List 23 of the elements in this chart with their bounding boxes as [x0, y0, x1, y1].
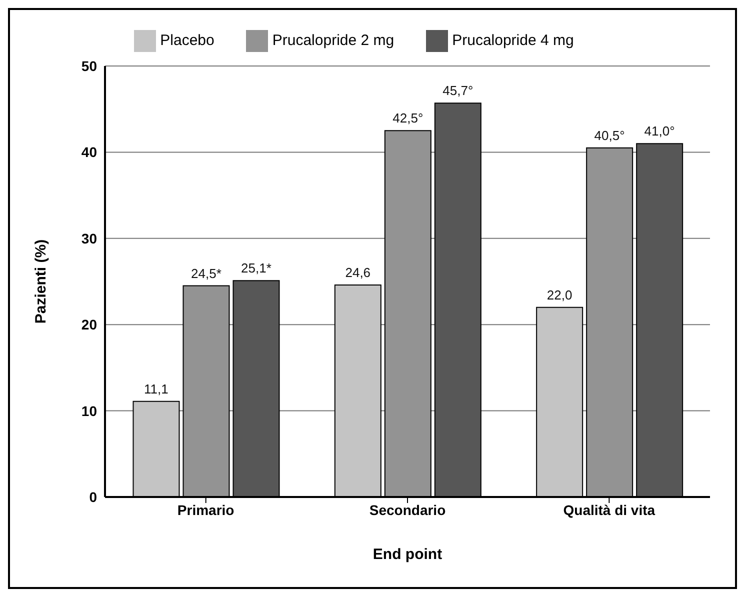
data-label: 41,0° — [644, 124, 675, 139]
y-tick-label: 30 — [81, 230, 98, 246]
y-tick-label: 50 — [81, 58, 98, 74]
y-tick-label: 0 — [89, 488, 98, 505]
x-tick-label: Qualità di vita — [563, 502, 656, 518]
y-tick-label: 40 — [81, 144, 98, 160]
data-label: 24,6 — [345, 264, 371, 280]
x-tick-label: Secondario — [369, 502, 446, 518]
legend-label: Prucalopride 4 mg — [452, 32, 574, 49]
x-tick-label: Primario — [177, 502, 234, 518]
legend-label: Placebo — [160, 32, 214, 49]
data-label: 11,1 — [144, 381, 168, 396]
data-label: 45,7° — [442, 83, 474, 98]
y-axis-title: Pazienti (%) — [32, 239, 50, 324]
data-label: 40,5° — [594, 128, 625, 143]
data-label: 24,5* — [191, 266, 222, 281]
y-tick-label: 10 — [81, 402, 98, 419]
data-label: 42,5° — [392, 110, 424, 126]
y-tick-label: 20 — [81, 316, 98, 333]
data-label: 22,0 — [546, 287, 572, 302]
legend-label: Prucalopride 2 mg — [272, 32, 394, 49]
data-label: 25,1* — [241, 260, 272, 276]
x-axis-title: End point — [372, 546, 442, 563]
